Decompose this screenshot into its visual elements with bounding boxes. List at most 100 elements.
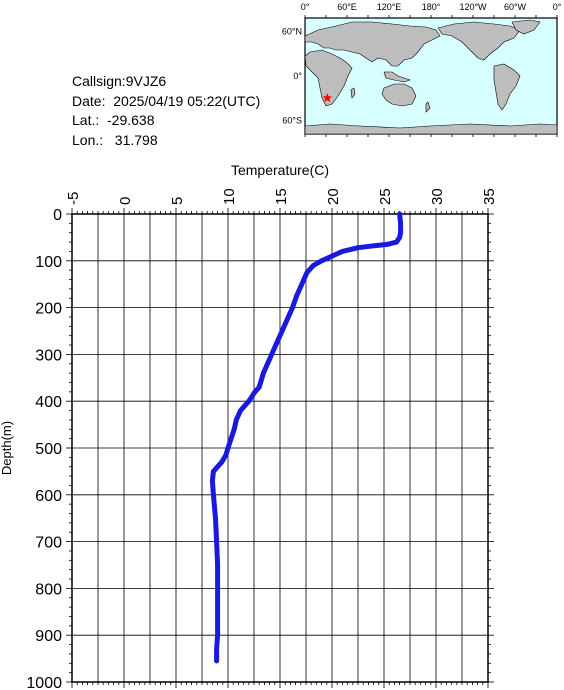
temperature-data-point [252,389,258,395]
temperature-data-point [238,408,243,413]
plot-frame [71,213,489,683]
temperature-data-point [214,646,220,652]
y-tick-labels: 0 100 200 300 400 500 600 700 800 900 1000 [26,207,62,690]
x-tick-label: 10 [221,188,238,205]
temperature-data-point [267,356,272,362]
temperature-data-point [355,245,361,251]
land-eurasia [304,21,441,67]
latitude-text: Lat.: -29.638 [72,112,155,128]
temperature-data-point [215,464,221,470]
temperature-data-point [249,394,255,399]
temperature-data-point [210,478,215,484]
temperature-data-point [215,632,221,638]
date-text: Date: 2025/04/19 05:22(UTC) [72,92,261,109]
x-tick-label: 25 [377,188,394,205]
y-tick-label: 800 [35,581,62,598]
y-tick-label: 900 [35,628,62,645]
map-ticks [304,15,558,137]
profile-plot: -5 0 5 10 15 20 25 30 35 01002003004005006007008… [0,162,498,690]
y-tick-label: 400 [35,394,62,411]
x-tick-labels: -5 0 5 10 15 20 25 30 35 [65,188,498,205]
temperature-data-point [298,284,304,289]
temperature-profile-line [209,211,404,664]
temperature-data-point [256,384,262,390]
x-tick-label: 20 [325,188,342,205]
temperature-data-point [215,562,221,568]
temperature-data-point [290,305,295,310]
temperature-data-point [215,609,221,615]
map-top-label: 60°W [504,2,527,12]
y-tick-label: 700 [35,535,62,552]
x-axis-label: Temperature(C) [231,162,329,178]
station-marker [322,93,332,103]
temperature-data-point [219,459,225,465]
temperature-data-point [285,314,291,320]
longitude-text: Lon.: 31.798 [72,131,158,148]
temperature-data-point [398,221,403,226]
map-left-labels: 60°N 0° 60°S [282,26,303,125]
map-top-label: 120°E [377,2,402,12]
temperature-data-point [273,342,279,348]
temperature-data-point [319,258,324,264]
temperature-data-point [329,253,335,259]
temperature-data-point [394,239,399,245]
temperature-data-point [310,263,316,268]
temperature-data-point [223,452,229,458]
temperature-data-point [213,515,218,521]
land-greenland [511,19,541,35]
temperature-data-point [246,398,252,404]
y-tick-label: 500 [35,441,62,458]
world-map: 0° 60°E 120°E 180° 120°W 60°W 0° 60°N 0° 60°S [282,2,562,137]
plot-grid [66,208,494,688]
temperature-series [209,211,404,664]
temperature-data-point [384,242,390,247]
temperature-data-point [215,586,221,591]
map-left-label: 60°S [282,116,302,126]
temperature-data-point [211,492,216,498]
map-left-label: 0° [293,71,302,81]
x-tick-label: 0 [117,197,134,205]
temperature-data-point [294,293,299,299]
temperature-data-point [214,658,220,664]
map-top-label: 0° [301,2,310,12]
temperature-data-point [397,211,402,217]
temperature-data-point [214,539,220,544]
station-star-marker [322,93,332,103]
map-top-label: 180° [422,2,441,12]
temperature-data-point [279,328,285,334]
temperature-data-point [340,249,345,254]
y-axis-label: Depth(m) [0,421,14,475]
callsign-text: Callsign:9VJZ6 [72,73,167,89]
temperature-data-point [371,243,376,249]
station-info: Callsign:9VJZ6 Date: 2025/04/19 05:22(UT… [72,72,260,150]
temperature-data-point [397,235,402,240]
map-top-label: 0° [553,2,562,12]
map-top-label: 120°W [459,2,487,12]
temperature-data-point [231,426,237,432]
temperature-data-point [398,230,403,236]
temperature-data-point [261,370,266,376]
x-tick-label: 15 [273,188,290,205]
temperature-data-point [304,270,310,275]
map-top-labels: 0° 60°E 120°E 180° 120°W 60°W 0° [301,2,562,12]
y-tick-label: 300 [35,347,62,364]
land-australia [381,83,417,107]
y-tick-label: 0 [53,207,62,224]
x-tick-label: 30 [429,188,446,205]
land-indonesia [383,71,411,83]
y-tick-label: 100 [35,254,62,271]
temperature-data-point [228,436,234,441]
temperature-data-point [233,417,239,423]
x-tick-label: 5 [169,197,186,205]
map-land [304,19,558,135]
y-tick-label: 600 [35,488,62,505]
x-tick-label: -5 [65,192,82,205]
land-south-america [493,63,521,111]
land-africa [304,49,353,107]
y-tick-label: 1000 [26,675,62,690]
map-left-label: 60°N [282,26,302,36]
land-new-zealand [425,101,431,113]
temperature-data-point [225,445,231,451]
x-tick-label: 35 [481,188,498,205]
